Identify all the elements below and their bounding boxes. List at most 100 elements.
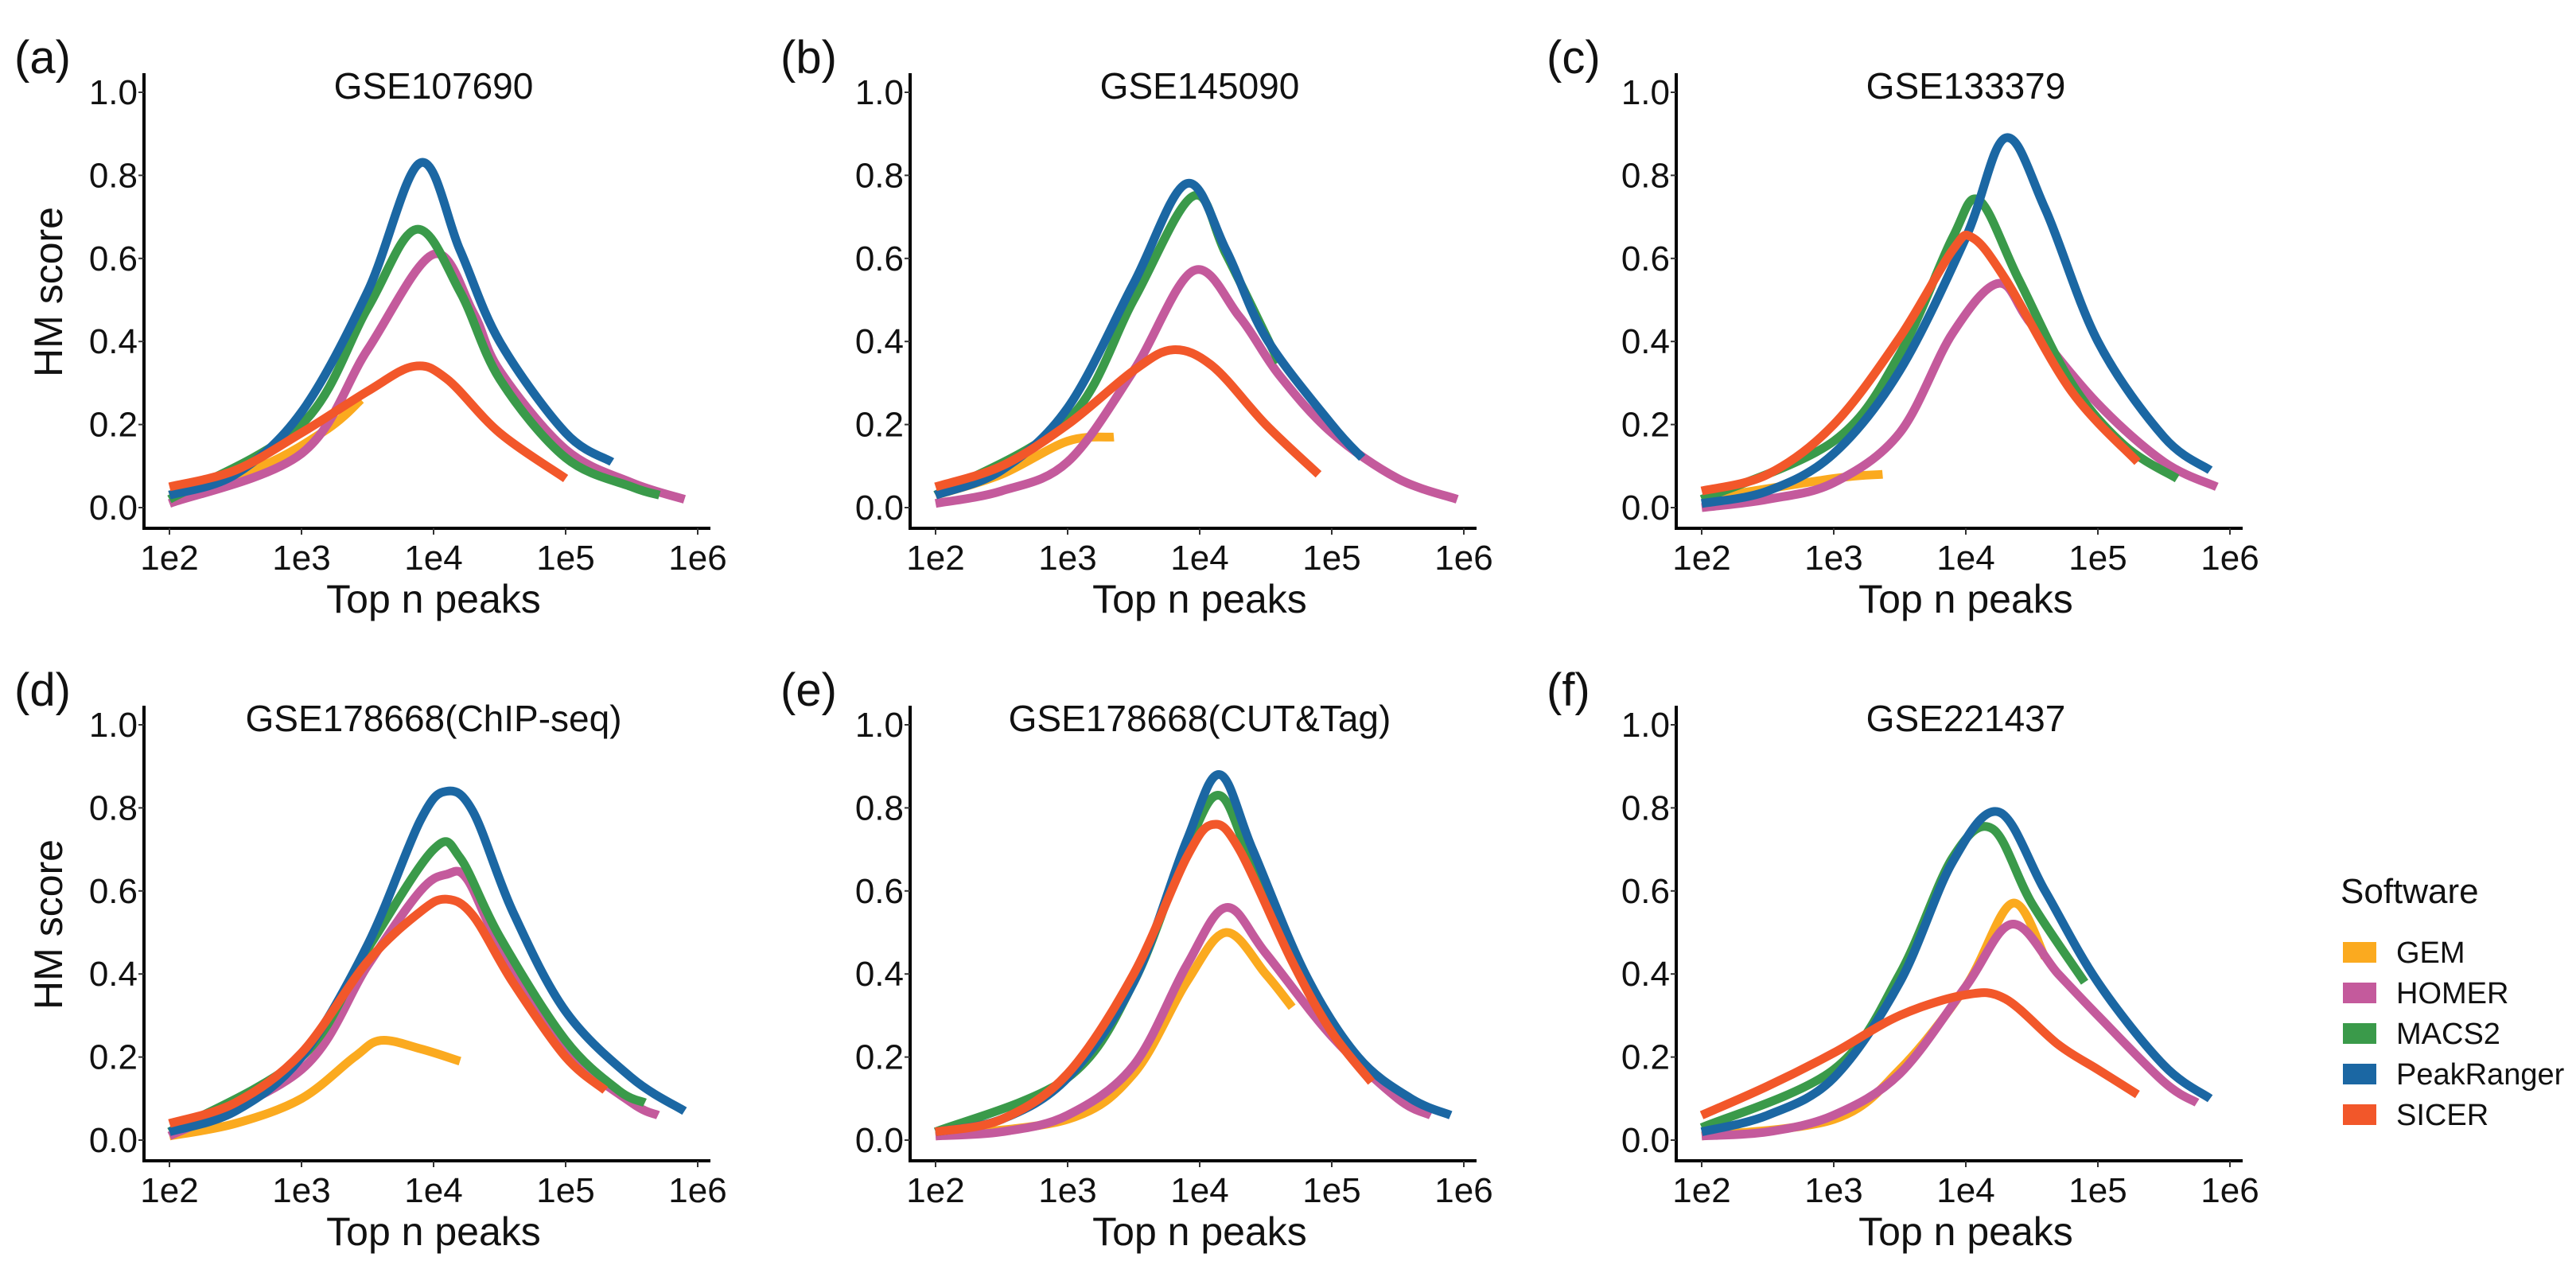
y-axis-title: HM score — [26, 207, 71, 377]
x-tick-label: 1e3 — [272, 539, 330, 578]
legend-label: SICER — [2396, 1099, 2488, 1132]
y-tick-label: 0.4 — [1621, 955, 1670, 994]
series-line-peakranger — [168, 158, 615, 500]
legend-swatch-peakranger — [2343, 1064, 2376, 1084]
x-tick-label: 1e5 — [1302, 539, 1360, 578]
series-line-sicer — [1699, 988, 2140, 1119]
panel-title: GSE178668(ChIP-seq) — [245, 698, 621, 739]
panel-label: (d) — [14, 664, 71, 716]
y-tick-label: 0.6 — [89, 872, 138, 911]
x-tick-label: 1e4 — [1170, 539, 1228, 578]
x-tick-label: 1e4 — [1170, 1171, 1228, 1210]
y-tick-label: 0.6 — [855, 872, 904, 911]
x-axis-title: Top n peaks — [1858, 1209, 2073, 1254]
y-axis-title: HM score — [26, 839, 71, 1010]
legend-swatch-gem — [2343, 942, 2376, 963]
legend-label: GEM — [2396, 936, 2465, 970]
y-tick-label: 0.6 — [1621, 872, 1670, 911]
series-line-gem — [1701, 469, 1883, 504]
y-tick-label: 0.6 — [855, 239, 904, 278]
x-tick-label: 1e2 — [1672, 1171, 1730, 1210]
x-tick-label: 1e6 — [1434, 1171, 1492, 1210]
legend-swatch-macs2 — [2343, 1023, 2376, 1044]
series-line-gem — [168, 1035, 461, 1141]
panels: (a) GSE107690 HM score Top n peaks 0.0 0.2 0.4… — [14, 32, 2259, 1254]
x-tick-label: 1e5 — [1302, 1171, 1360, 1210]
x-axis-title: Top n peaks — [1092, 577, 1307, 621]
panel-title: GSE178668(CUT&Tag) — [1009, 698, 1391, 739]
y-tick-label: 0.8 — [1621, 788, 1670, 827]
y-tick-label: 0.8 — [855, 156, 904, 195]
x-tick-label: 1e3 — [1804, 1171, 1862, 1210]
series-line-sicer — [168, 894, 609, 1128]
x-axis-title: Top n peaks — [326, 577, 541, 621]
y-tick-label: 0.4 — [855, 955, 904, 994]
y-tick-label: 0.8 — [1621, 156, 1670, 195]
series-line-peakranger — [1700, 807, 2213, 1136]
panel-label: (b) — [780, 32, 837, 84]
legend-swatch-homer — [2343, 983, 2376, 1003]
x-tick-label: 1e4 — [1936, 539, 1994, 578]
x-tick-label: 1e2 — [140, 1171, 198, 1210]
x-tick-label: 1e4 — [404, 539, 462, 578]
x-tick-label: 1e5 — [2068, 1171, 2127, 1210]
y-tick-label: 0.0 — [1621, 1121, 1670, 1160]
panel-label: (a) — [14, 32, 71, 84]
y-tick-label: 0.0 — [1621, 489, 1670, 527]
series-line-homer — [1701, 278, 2219, 512]
panel-f: (f) GSE221437 Top n peaks 0.0 0.2 0.4 0.6 0.8 1.… — [1547, 664, 2259, 1254]
x-tick-label: 1e6 — [2200, 539, 2259, 578]
series-line-sicer — [1700, 230, 2141, 496]
x-tick-label: 1e5 — [2068, 539, 2127, 578]
panel-c: (c) GSE133379 Top n peaks 0.0 0.2 0.4 0.6 0.8 1.… — [1547, 32, 2259, 621]
x-tick-label: 1e6 — [1434, 539, 1492, 578]
panel-label: (e) — [780, 664, 837, 716]
y-tick-label: 1.0 — [855, 706, 904, 745]
y-tick-label: 0.2 — [1621, 406, 1670, 445]
x-tick-label: 1e5 — [536, 1171, 594, 1210]
y-tick-label: 1.0 — [1621, 73, 1670, 112]
panel-b: (b) GSE145090 Top n peaks 0.0 0.2 0.4 0.6 0.8 1.… — [780, 32, 1493, 621]
y-tick-label: 0.6 — [89, 239, 138, 278]
panel-title: GSE145090 — [1100, 65, 1300, 107]
x-tick-label: 1e6 — [668, 1171, 726, 1210]
legend-label: PeakRanger — [2396, 1058, 2565, 1092]
x-tick-label: 1e2 — [906, 539, 964, 578]
y-tick-label: 0.2 — [855, 406, 904, 445]
y-tick-label: 0.2 — [1621, 1038, 1670, 1077]
y-tick-label: 1.0 — [89, 706, 138, 745]
panel-label: (f) — [1547, 664, 1590, 716]
legend-title: Software — [2341, 872, 2479, 911]
series-line-sicer — [934, 345, 1322, 492]
y-tick-label: 0.8 — [89, 156, 138, 195]
y-tick-label: 0.0 — [89, 1121, 138, 1160]
series-line-sicer — [934, 819, 1376, 1137]
y-tick-label: 0.4 — [1621, 322, 1670, 361]
y-tick-label: 0.4 — [89, 322, 138, 361]
panel-d: (d) GSE178668(ChIP-seq) HM score Top n peak… — [14, 664, 727, 1254]
y-tick-label: 0.6 — [1621, 239, 1670, 278]
series-line-macs2 — [933, 791, 1375, 1136]
x-tick-label: 1e3 — [272, 1171, 330, 1210]
series-line-gem — [935, 928, 1296, 1141]
series-line-peakranger — [168, 786, 687, 1136]
x-tick-label: 1e5 — [536, 539, 594, 578]
x-tick-label: 1e6 — [2200, 1171, 2259, 1210]
y-tick-label: 0.2 — [89, 406, 138, 445]
x-axis-title: Top n peaks — [326, 1209, 541, 1254]
legend-swatch-sicer — [2343, 1104, 2376, 1125]
y-tick-label: 0.0 — [89, 489, 138, 527]
panel-title: GSE133379 — [1866, 65, 2066, 107]
x-tick-label: 1e2 — [1672, 539, 1730, 578]
y-tick-label: 0.8 — [855, 788, 904, 827]
x-tick-label: 1e3 — [1804, 539, 1862, 578]
y-tick-label: 1.0 — [89, 73, 138, 112]
y-tick-label: 0.0 — [855, 489, 904, 527]
legend: Software GEM HOMER MACS2 PeakRanger SICER — [2341, 872, 2565, 1132]
y-tick-label: 0.0 — [855, 1121, 904, 1160]
panel-e: (e) GSE178668(CUT&Tag) Top n peaks 0.0 0.2 0.… — [780, 664, 1493, 1254]
x-tick-label: 1e2 — [906, 1171, 964, 1210]
panel-title: GSE221437 — [1866, 698, 2066, 739]
series-line-peakranger — [1700, 133, 2213, 508]
